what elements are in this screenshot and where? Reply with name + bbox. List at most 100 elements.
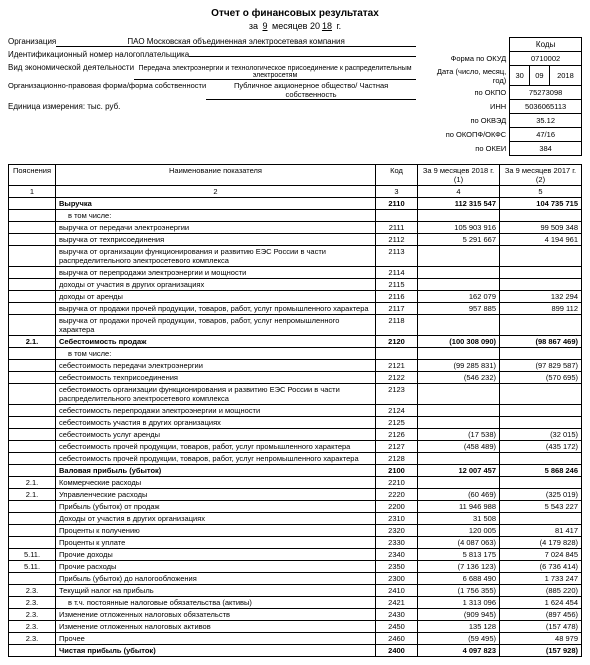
table-row: Прибыль (убыток) до налогообложения23006…: [9, 573, 582, 585]
table-row: выручка от организации функционирования …: [9, 246, 582, 267]
cell-poj: 5.11.: [9, 561, 56, 573]
cell-name: Проценты к уплате: [56, 537, 376, 549]
cell-name: себестоимость техприсоединения: [56, 372, 376, 384]
table-row: Проценты к уплате2330(4 087 063)(4 179 8…: [9, 537, 582, 549]
cell-v2: 48 979: [500, 633, 582, 645]
cell-name: себестоимость прочей продукции, товаров,…: [56, 453, 376, 465]
cell-name: выручка от передачи электроэнергии: [56, 222, 376, 234]
cell-name: доходы от аренды: [56, 291, 376, 303]
cell-poj: [9, 441, 56, 453]
cell-name: в том числе:: [56, 210, 376, 222]
cell-poj: [9, 429, 56, 441]
table-row: Доходы от участия в других организациях2…: [9, 513, 582, 525]
cell-v2: [500, 315, 582, 336]
cell-code: 2116: [376, 291, 418, 303]
cell-v2: (325 019): [500, 489, 582, 501]
cell-v2: [500, 417, 582, 429]
cell-code: 2300: [376, 573, 418, 585]
table-row: выручка от передачи электроэнергии211110…: [9, 222, 582, 234]
cell-code: 2350: [376, 561, 418, 573]
cell-v2: (32 015): [500, 429, 582, 441]
cell-poj: [9, 417, 56, 429]
cell-poj: [9, 348, 56, 360]
cell-code: 2421: [376, 597, 418, 609]
cell-poj: [9, 315, 56, 336]
cell-v1: (4 087 063): [418, 537, 500, 549]
cell-poj: [9, 453, 56, 465]
table-row: Прибыль (убыток) от продаж220011 946 988…: [9, 501, 582, 513]
cell-code: [376, 210, 418, 222]
cell-v1: 5 291 667: [418, 234, 500, 246]
report-period: за 9 месяцев 2018 г.: [8, 21, 582, 31]
cell-code: 2121: [376, 360, 418, 372]
cell-v1: 12 007 457: [418, 465, 500, 477]
cell-poj: [9, 525, 56, 537]
cell-name: Проценты к получению: [56, 525, 376, 537]
cell-name: Управленческие расходы: [56, 489, 376, 501]
table-row: себестоимость участия в других организац…: [9, 417, 582, 429]
cell-name: Изменение отложенных налоговых обязатель…: [56, 609, 376, 621]
cell-code: 2430: [376, 609, 418, 621]
cell-name: Себестоимость продаж: [56, 336, 376, 348]
cell-v2: (157 478): [500, 621, 582, 633]
cell-v1: [418, 267, 500, 279]
report-header: Отчет о финансовых результатах за 9 меся…: [8, 8, 582, 31]
cell-v1: 957 885: [418, 303, 500, 315]
cell-poj: [9, 210, 56, 222]
cell-poj: 5.11.: [9, 549, 56, 561]
activity-value: Передача электроэнергии и технологическо…: [134, 65, 416, 80]
cell-name: Текущий налог на прибыль: [56, 585, 376, 597]
cell-v2: [500, 279, 582, 291]
cell-code: 2460: [376, 633, 418, 645]
cell-name: Прочее: [56, 633, 376, 645]
cell-name: себестоимость участия в других организац…: [56, 417, 376, 429]
cell-v1: (1 756 355): [418, 585, 500, 597]
cell-code: 2210: [376, 477, 418, 489]
cell-code: 2115: [376, 279, 418, 291]
cell-v2: 132 294: [500, 291, 582, 303]
cell-poj: 2.3.: [9, 621, 56, 633]
table-row: 2.3.Текущий налог на прибыль2410(1 756 3…: [9, 585, 582, 597]
cell-name: себестоимость прочей продукции, товаров,…: [56, 441, 376, 453]
cell-code: 2200: [376, 501, 418, 513]
table-row: выручка от техприсоединения21125 291 667…: [9, 234, 582, 246]
cell-poj: 2.3.: [9, 609, 56, 621]
cell-v1: (100 308 090): [418, 336, 500, 348]
cell-name: выручка от организации функционирования …: [56, 246, 376, 267]
activity-label: Вид экономической деятельности: [8, 63, 134, 72]
cell-code: 2310: [376, 513, 418, 525]
cell-poj: [9, 537, 56, 549]
table-row: доходы от аренды2116162 079132 294: [9, 291, 582, 303]
cell-v2: [500, 384, 582, 405]
cell-name: выручка от продажи прочей продукции, тов…: [56, 303, 376, 315]
cell-code: 2122: [376, 372, 418, 384]
cell-name: Прочие расходы: [56, 561, 376, 573]
cell-name: себестоимость передачи электроэнергии: [56, 360, 376, 372]
cell-code: [376, 348, 418, 360]
table-row: 2.1.Коммерческие расходы2210: [9, 477, 582, 489]
table-row: 5.11.Прочие расходы2350(7 136 123)(6 736…: [9, 561, 582, 573]
cell-v2: (97 829 587): [500, 360, 582, 372]
cell-v2: (897 456): [500, 609, 582, 621]
table-row: себестоимость передачи электроэнергии212…: [9, 360, 582, 372]
cell-name: Прочие доходы: [56, 549, 376, 561]
cell-v2: 1 624 454: [500, 597, 582, 609]
cell-v1: [418, 246, 500, 267]
cell-v1: (99 285 831): [418, 360, 500, 372]
cell-poj: [9, 234, 56, 246]
cell-v1: [418, 477, 500, 489]
cell-name: Валовая прибыль (убыток): [56, 465, 376, 477]
cell-poj: [9, 513, 56, 525]
cell-v2: (435 172): [500, 441, 582, 453]
cell-code: 2410: [376, 585, 418, 597]
table-row: себестоимость техприсоединения2122(546 2…: [9, 372, 582, 384]
org-value: ПАО Московская объединенная электросетев…: [56, 37, 416, 47]
cell-poj: [9, 303, 56, 315]
table-row: 2.3.Изменение отложенных налоговых актив…: [9, 621, 582, 633]
cell-code: 2117: [376, 303, 418, 315]
cell-poj: 2.1.: [9, 477, 56, 489]
cell-code: 2118: [376, 315, 418, 336]
cell-poj: [9, 465, 56, 477]
cell-code: 2220: [376, 489, 418, 501]
cell-poj: [9, 222, 56, 234]
